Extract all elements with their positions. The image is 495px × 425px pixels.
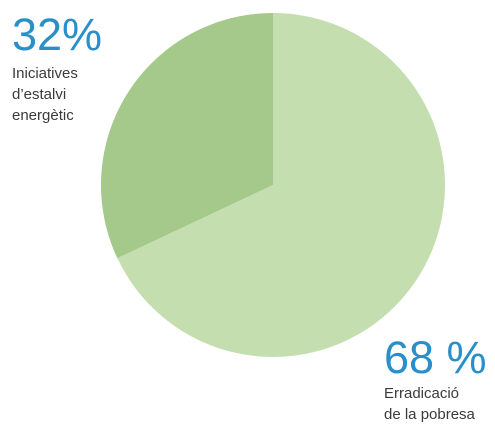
pie-slice-pobresa [117, 13, 446, 357]
slice-label-pobresa: Erradicació de la pobresa [384, 385, 475, 423]
slice-percent-label-pobresa: 68 % [384, 332, 487, 383]
slice-percent-label-estalvi: 32% [12, 9, 103, 60]
slice-label-estalvi: Iniciatives d’estalvi energètic [12, 65, 78, 124]
pie-slice-estalvi [101, 13, 274, 259]
